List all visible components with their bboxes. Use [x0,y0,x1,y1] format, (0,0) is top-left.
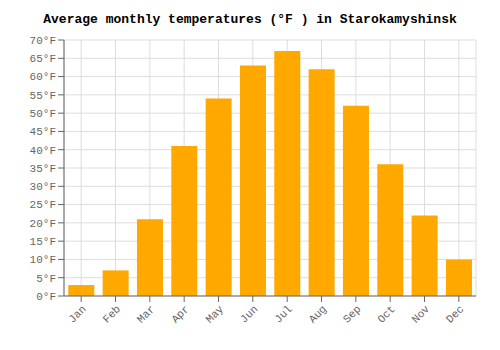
svg-text:Sep: Sep [341,303,363,325]
svg-text:Oct: Oct [375,303,397,325]
svg-text:35°F: 35°F [30,163,56,175]
svg-text:Dec: Dec [444,303,466,325]
svg-text:Feb: Feb [101,303,123,325]
svg-text:40°F: 40°F [30,145,56,157]
html-text:Average monthly temperatures (: Average monthly temperatures (°F ) in St… [43,12,457,27]
svg-text:Jul: Jul [272,303,294,325]
svg-text:5°F: 5°F [36,273,56,285]
svg-text:45°F: 45°F [30,126,56,138]
svg-text:Apr: Apr [169,303,191,325]
svg-text:May: May [204,303,227,326]
svg-text:Jun: Jun [238,303,260,325]
svg-text:15°F: 15°F [30,236,56,248]
svg-text:25°F: 25°F [30,199,56,211]
svg-text:60°F: 60°F [30,71,56,83]
svg-text:70°F: 70°F [30,35,56,47]
svg-text:10°F: 10°F [30,254,56,266]
svg-text:30°F: 30°F [30,181,56,193]
svg-text:Jan: Jan [66,303,88,325]
svg-text:20°F: 20°F [30,218,56,230]
svg-text:65°F: 65°F [30,53,56,65]
svg-text:50°F: 50°F [30,108,56,120]
svg-text:Aug: Aug [307,303,329,325]
svg-text:Mar: Mar [135,303,157,325]
svg-text:Nov: Nov [410,303,433,326]
svg-text:0°F: 0°F [36,291,56,303]
svg-text:55°F: 55°F [30,90,56,102]
